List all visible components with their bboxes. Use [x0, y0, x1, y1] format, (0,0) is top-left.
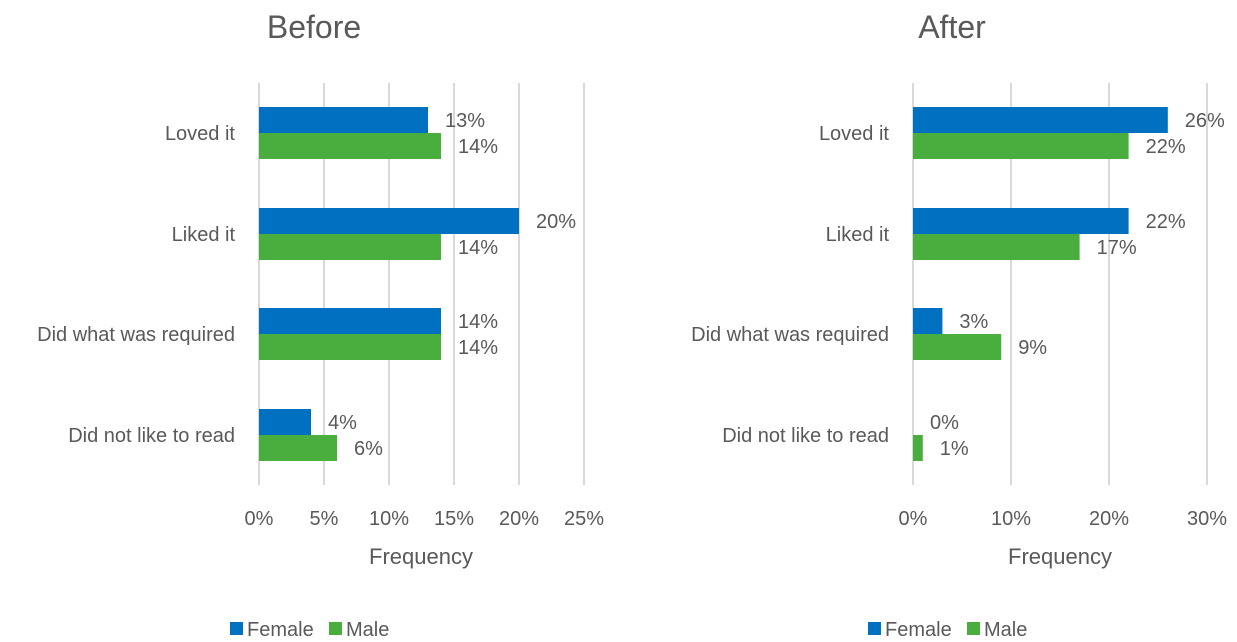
bar-female	[259, 107, 428, 133]
data-label: 14%	[458, 337, 498, 359]
bar-female	[259, 208, 519, 234]
category-label: Liked it	[172, 224, 236, 246]
bar-female	[913, 308, 943, 334]
data-label: 17%	[1097, 237, 1137, 259]
chart-title: Before	[267, 9, 361, 45]
category-label: Loved it	[165, 123, 235, 145]
data-label: 4%	[328, 412, 357, 434]
bar-male	[259, 334, 441, 360]
legend-label: Female	[247, 619, 314, 641]
data-label: 14%	[458, 311, 498, 333]
x-tick-label: 5%	[310, 508, 339, 530]
legend-label: Male	[346, 619, 389, 641]
x-tick-label: 30%	[1187, 508, 1227, 530]
data-label: 0%	[930, 412, 959, 434]
x-axis-label: Frequency	[1008, 544, 1112, 569]
legend-label: Female	[885, 619, 952, 641]
chart-1: After 0% 10% 20% 30% Loved it Liked it Did what…	[691, 9, 1227, 641]
data-label: 6%	[354, 438, 383, 460]
x-tick-label: 20%	[1089, 508, 1129, 530]
data-label: 22%	[1146, 136, 1186, 158]
bar-male	[913, 133, 1129, 159]
bar-male	[913, 334, 1002, 360]
x-axis-label: Frequency	[369, 544, 473, 569]
data-label: 13%	[445, 110, 485, 132]
data-label: 20%	[536, 211, 576, 233]
bar-female	[259, 308, 441, 334]
data-label: 1%	[940, 438, 969, 460]
data-label: 14%	[458, 136, 498, 158]
x-tick-label: 25%	[564, 508, 604, 530]
bar-female	[913, 208, 1129, 234]
data-label: 9%	[1018, 337, 1047, 359]
data-label: 14%	[458, 237, 498, 259]
x-tick-label: 0%	[245, 508, 274, 530]
x-tick-label: 20%	[499, 508, 539, 530]
bar-female	[259, 409, 311, 435]
category-label: Loved it	[819, 123, 889, 145]
chart-0: Before 0% 5% 10% 15% 20% 25% Loved it Liked it Di…	[37, 9, 604, 641]
legend-swatch-male	[967, 622, 980, 635]
category-label: Did not like to read	[68, 425, 235, 447]
bar-male	[259, 234, 441, 260]
category-label: Did what was required	[691, 324, 889, 346]
bar-male	[259, 133, 441, 159]
bar-male	[913, 234, 1080, 260]
data-label: 22%	[1146, 211, 1186, 233]
legend-swatch-male	[329, 622, 342, 635]
legend-swatch-female	[230, 622, 243, 635]
legend-swatch-female	[868, 622, 881, 635]
bar-female	[913, 107, 1168, 133]
data-label: 3%	[959, 311, 988, 333]
x-tick-label: 10%	[991, 508, 1031, 530]
legend-label: Male	[984, 619, 1027, 641]
category-label: Did what was required	[37, 324, 235, 346]
x-tick-label: 10%	[369, 508, 409, 530]
bar-male	[913, 435, 923, 461]
bar-male	[259, 435, 337, 461]
category-label: Did not like to read	[722, 425, 889, 447]
data-label: 26%	[1185, 110, 1225, 132]
chart-title: After	[918, 9, 986, 45]
x-tick-label: 0%	[899, 508, 928, 530]
x-tick-label: 15%	[434, 508, 474, 530]
category-label: Liked it	[826, 224, 890, 246]
